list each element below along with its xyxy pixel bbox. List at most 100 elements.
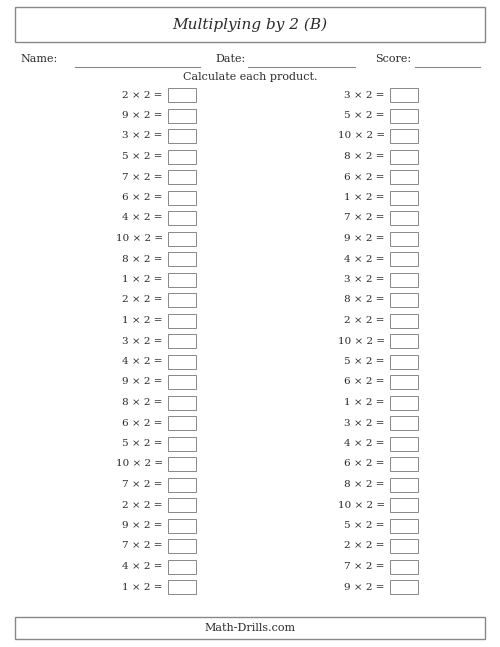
- FancyBboxPatch shape: [390, 272, 418, 287]
- Text: 4 × 2 =: 4 × 2 =: [122, 357, 163, 366]
- FancyBboxPatch shape: [390, 149, 418, 164]
- Text: 8 × 2 =: 8 × 2 =: [122, 398, 163, 407]
- Text: 2 × 2 =: 2 × 2 =: [122, 296, 163, 305]
- FancyBboxPatch shape: [390, 539, 418, 553]
- FancyBboxPatch shape: [390, 190, 418, 204]
- Text: 7 × 2 =: 7 × 2 =: [344, 214, 385, 223]
- FancyBboxPatch shape: [168, 129, 196, 143]
- FancyBboxPatch shape: [390, 211, 418, 225]
- FancyBboxPatch shape: [168, 539, 196, 553]
- Text: 8 × 2 =: 8 × 2 =: [344, 152, 385, 161]
- FancyBboxPatch shape: [390, 129, 418, 143]
- FancyBboxPatch shape: [15, 7, 485, 42]
- FancyBboxPatch shape: [390, 395, 418, 410]
- Text: 3 × 2 =: 3 × 2 =: [122, 336, 163, 345]
- Text: 6 × 2 =: 6 × 2 =: [344, 377, 385, 386]
- Text: 9 × 2 =: 9 × 2 =: [344, 234, 385, 243]
- FancyBboxPatch shape: [390, 293, 418, 307]
- FancyBboxPatch shape: [168, 190, 196, 204]
- Text: 9 × 2 =: 9 × 2 =: [122, 377, 163, 386]
- FancyBboxPatch shape: [168, 109, 196, 122]
- Text: 7 × 2 =: 7 × 2 =: [122, 173, 163, 182]
- FancyBboxPatch shape: [390, 560, 418, 573]
- Text: 4 × 2 =: 4 × 2 =: [122, 562, 163, 571]
- FancyBboxPatch shape: [168, 88, 196, 102]
- FancyBboxPatch shape: [390, 457, 418, 471]
- Text: 4 × 2 =: 4 × 2 =: [122, 214, 163, 223]
- Text: 3 × 2 =: 3 × 2 =: [344, 419, 385, 428]
- FancyBboxPatch shape: [390, 88, 418, 102]
- FancyBboxPatch shape: [390, 375, 418, 389]
- Text: 3 × 2 =: 3 × 2 =: [344, 91, 385, 100]
- FancyBboxPatch shape: [168, 395, 196, 410]
- FancyBboxPatch shape: [168, 518, 196, 532]
- FancyBboxPatch shape: [15, 617, 485, 639]
- Text: 10 × 2 =: 10 × 2 =: [338, 501, 385, 509]
- Text: 10 × 2 =: 10 × 2 =: [116, 234, 163, 243]
- Text: Score:: Score:: [375, 54, 411, 64]
- FancyBboxPatch shape: [168, 211, 196, 225]
- Text: 10 × 2 =: 10 × 2 =: [338, 336, 385, 345]
- FancyBboxPatch shape: [390, 170, 418, 184]
- Text: Date:: Date:: [215, 54, 245, 64]
- FancyBboxPatch shape: [168, 293, 196, 307]
- FancyBboxPatch shape: [168, 272, 196, 287]
- FancyBboxPatch shape: [390, 518, 418, 532]
- Text: 1 × 2 =: 1 × 2 =: [122, 316, 163, 325]
- Text: 7 × 2 =: 7 × 2 =: [122, 542, 163, 551]
- Text: 6 × 2 =: 6 × 2 =: [344, 173, 385, 182]
- FancyBboxPatch shape: [390, 355, 418, 369]
- Text: 1 × 2 =: 1 × 2 =: [122, 582, 163, 591]
- Text: 5 × 2 =: 5 × 2 =: [344, 111, 385, 120]
- FancyBboxPatch shape: [390, 477, 418, 492]
- Text: 1 × 2 =: 1 × 2 =: [344, 193, 385, 202]
- FancyBboxPatch shape: [168, 416, 196, 430]
- FancyBboxPatch shape: [390, 109, 418, 122]
- FancyBboxPatch shape: [168, 477, 196, 492]
- FancyBboxPatch shape: [168, 560, 196, 573]
- Text: 2 × 2 =: 2 × 2 =: [122, 501, 163, 509]
- Text: 10 × 2 =: 10 × 2 =: [116, 459, 163, 468]
- FancyBboxPatch shape: [168, 334, 196, 348]
- Text: 3 × 2 =: 3 × 2 =: [344, 275, 385, 284]
- Text: Multiplying by 2 (B): Multiplying by 2 (B): [172, 17, 328, 32]
- FancyBboxPatch shape: [390, 232, 418, 245]
- Text: 6 × 2 =: 6 × 2 =: [122, 419, 163, 428]
- FancyBboxPatch shape: [168, 149, 196, 164]
- FancyBboxPatch shape: [390, 580, 418, 594]
- Text: 1 × 2 =: 1 × 2 =: [122, 275, 163, 284]
- Text: 5 × 2 =: 5 × 2 =: [344, 521, 385, 530]
- FancyBboxPatch shape: [168, 457, 196, 471]
- Text: 4 × 2 =: 4 × 2 =: [344, 439, 385, 448]
- FancyBboxPatch shape: [390, 437, 418, 450]
- Text: 1 × 2 =: 1 × 2 =: [344, 398, 385, 407]
- Text: 8 × 2 =: 8 × 2 =: [122, 254, 163, 263]
- FancyBboxPatch shape: [168, 580, 196, 594]
- FancyBboxPatch shape: [390, 314, 418, 327]
- Text: Name:: Name:: [20, 54, 57, 64]
- Text: 9 × 2 =: 9 × 2 =: [122, 111, 163, 120]
- FancyBboxPatch shape: [168, 252, 196, 266]
- FancyBboxPatch shape: [390, 334, 418, 348]
- Text: 2 × 2 =: 2 × 2 =: [344, 316, 385, 325]
- Text: 7 × 2 =: 7 × 2 =: [122, 480, 163, 489]
- Text: 8 × 2 =: 8 × 2 =: [344, 296, 385, 305]
- Text: 2 × 2 =: 2 × 2 =: [344, 542, 385, 551]
- Text: 3 × 2 =: 3 × 2 =: [122, 131, 163, 140]
- FancyBboxPatch shape: [390, 416, 418, 430]
- FancyBboxPatch shape: [390, 252, 418, 266]
- Text: 7 × 2 =: 7 × 2 =: [344, 562, 385, 571]
- FancyBboxPatch shape: [168, 375, 196, 389]
- FancyBboxPatch shape: [168, 314, 196, 327]
- FancyBboxPatch shape: [390, 498, 418, 512]
- FancyBboxPatch shape: [168, 437, 196, 450]
- Text: 5 × 2 =: 5 × 2 =: [122, 439, 163, 448]
- FancyBboxPatch shape: [168, 170, 196, 184]
- FancyBboxPatch shape: [168, 498, 196, 512]
- FancyBboxPatch shape: [168, 355, 196, 369]
- Text: Math-Drills.com: Math-Drills.com: [204, 623, 296, 633]
- Text: 9 × 2 =: 9 × 2 =: [122, 521, 163, 530]
- Text: 6 × 2 =: 6 × 2 =: [122, 193, 163, 202]
- Text: 8 × 2 =: 8 × 2 =: [344, 480, 385, 489]
- Text: Calculate each product.: Calculate each product.: [183, 72, 318, 82]
